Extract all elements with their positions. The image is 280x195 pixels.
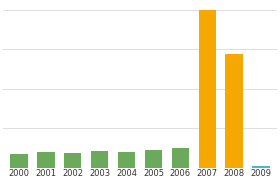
Bar	[199, 10, 216, 168]
Bar	[10, 154, 28, 168]
Bar	[145, 150, 162, 168]
Bar	[118, 152, 135, 168]
Bar	[172, 148, 189, 168]
Bar	[91, 151, 108, 168]
Bar	[64, 153, 81, 168]
Bar	[37, 152, 55, 168]
Bar	[225, 54, 243, 168]
Bar	[252, 166, 270, 168]
